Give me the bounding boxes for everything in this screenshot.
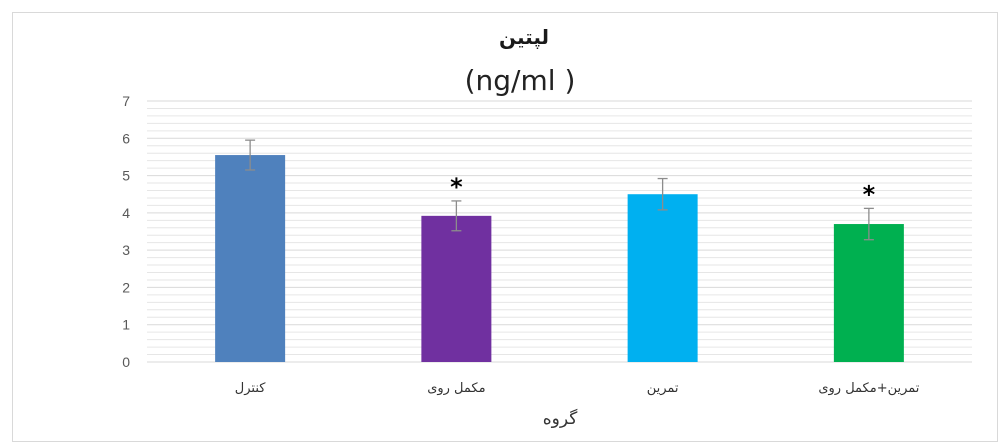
y-axis-ticks: 0 1 2 3 4 5 6 7: [122, 93, 130, 370]
error-bar: [657, 177, 668, 211]
bar: [421, 215, 492, 362]
category-label: تمرین+مکمل روی: [818, 381, 919, 396]
y-tick-label: 3: [122, 242, 130, 258]
bars: [215, 155, 904, 362]
significance-star: *: [863, 180, 876, 208]
y-tick-label: 7: [122, 93, 130, 109]
y-tick-label: 2: [122, 279, 130, 295]
category-label: مکمل روی: [427, 381, 485, 396]
error-bar: [245, 139, 256, 171]
y-tick-label: 6: [122, 130, 130, 146]
bar: [833, 224, 904, 362]
error-bar: [863, 207, 874, 241]
x-axis-categories: کنترل مکمل روی تمرین تمرین+مکمل روی: [235, 381, 920, 396]
y-tick-label: 4: [122, 205, 130, 221]
category-label: کنترل: [235, 381, 266, 396]
y-tick-label: 0: [122, 354, 130, 370]
error-bars: [245, 139, 874, 241]
y-tick-label: 1: [122, 317, 130, 333]
significance-markers: * *: [450, 173, 876, 208]
significance-star: *: [450, 173, 463, 201]
y-tick-label: 5: [122, 168, 130, 184]
category-label: تمرین: [647, 381, 679, 396]
error-bar: [451, 200, 462, 232]
chart-subtitle: (ng/ml ): [465, 64, 576, 97]
bar: [215, 155, 286, 362]
x-axis-label: گروه: [543, 408, 578, 429]
bar: [627, 194, 698, 362]
chart-title: لپتین: [499, 25, 549, 50]
